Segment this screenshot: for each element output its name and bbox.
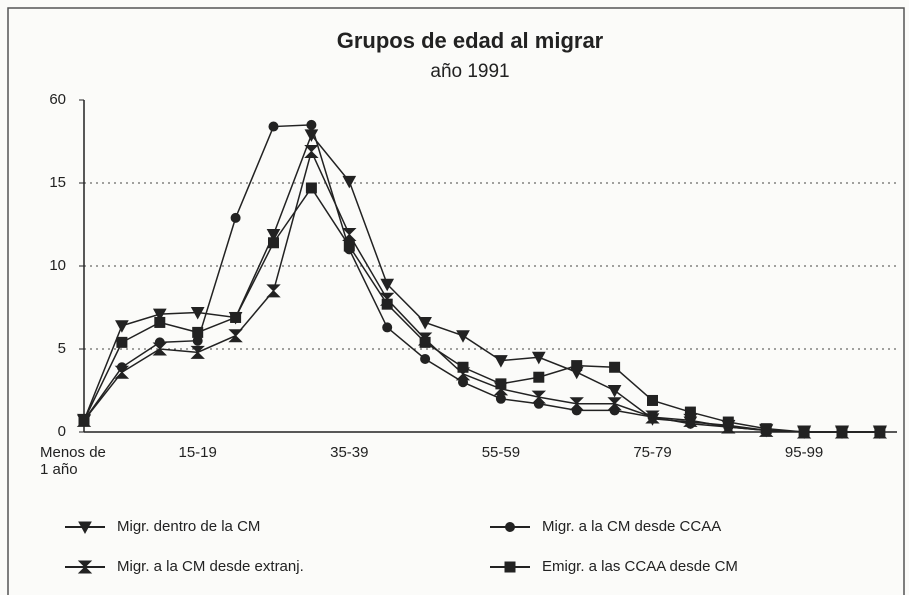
data-point bbox=[266, 228, 281, 242]
legend-label: Emigr. a las CCAA desde CM bbox=[542, 558, 738, 575]
data-point bbox=[380, 278, 395, 292]
data-point bbox=[798, 426, 810, 438]
data-point bbox=[836, 426, 848, 438]
data-point bbox=[343, 240, 355, 252]
data-point bbox=[78, 414, 90, 426]
data-point bbox=[268, 121, 279, 132]
series-line bbox=[83, 149, 880, 433]
x-tick-label: Menos de 1 año bbox=[40, 444, 106, 478]
legend-marker bbox=[77, 560, 93, 574]
data-point bbox=[531, 351, 546, 365]
series-line bbox=[83, 186, 880, 433]
data-point bbox=[190, 345, 205, 359]
data-point bbox=[382, 322, 393, 333]
data-point bbox=[152, 342, 168, 356]
data-point bbox=[533, 371, 545, 383]
data-point bbox=[266, 284, 281, 298]
data-point bbox=[494, 355, 508, 368]
data-point bbox=[645, 410, 660, 424]
chart-title: Grupos de edad al migrar bbox=[337, 28, 604, 53]
data-point bbox=[230, 311, 242, 323]
data-point bbox=[722, 416, 734, 428]
data-point bbox=[342, 175, 357, 189]
legend-label: Migr. a la CM desde extranj. bbox=[117, 558, 304, 575]
legend-marker bbox=[504, 561, 516, 573]
x-tick-label: 15-19 bbox=[178, 444, 217, 461]
data-point bbox=[569, 397, 584, 411]
data-point bbox=[418, 316, 432, 330]
data-point bbox=[230, 212, 241, 223]
chart-subtitle: año 1991 bbox=[430, 61, 509, 82]
data-point bbox=[607, 385, 622, 398]
data-point bbox=[571, 360, 583, 372]
legend-label: Migr. dentro de la CM bbox=[117, 518, 260, 535]
data-point bbox=[152, 308, 167, 322]
legend-label: Migr. a la CM desde CCAA bbox=[542, 518, 721, 535]
data-point bbox=[495, 378, 507, 390]
data-point bbox=[116, 336, 128, 348]
data-point bbox=[381, 298, 393, 310]
data-point bbox=[609, 361, 621, 373]
data-point bbox=[228, 329, 243, 343]
data-point bbox=[190, 306, 205, 320]
y-tick-label: 10 bbox=[49, 257, 66, 274]
x-tick-label: 95-99 bbox=[784, 444, 824, 461]
data-point bbox=[306, 119, 317, 130]
y-tick-label: 5 bbox=[58, 340, 66, 357]
data-point bbox=[684, 406, 696, 418]
legend-marker bbox=[505, 522, 515, 532]
y-tick-label: 60 bbox=[49, 91, 66, 108]
data-point bbox=[305, 182, 317, 194]
data-point bbox=[760, 423, 772, 435]
data-point bbox=[114, 365, 130, 379]
y-tick-label: 0 bbox=[58, 423, 66, 440]
y-tick-label: 15 bbox=[49, 174, 66, 191]
data-point bbox=[154, 316, 166, 328]
data-point bbox=[607, 397, 622, 411]
data-point bbox=[115, 320, 129, 333]
data-point bbox=[647, 394, 658, 406]
data-point bbox=[342, 227, 357, 241]
legend-marker bbox=[78, 521, 92, 535]
data-point bbox=[874, 426, 886, 438]
data-point bbox=[419, 336, 431, 348]
data-point bbox=[531, 390, 547, 404]
series-line bbox=[83, 133, 880, 433]
series-line bbox=[83, 124, 880, 433]
data-point bbox=[420, 353, 431, 364]
data-point bbox=[268, 237, 279, 249]
data-point bbox=[457, 361, 469, 373]
data-point bbox=[456, 330, 470, 343]
data-point bbox=[495, 393, 506, 404]
frame bbox=[7, 7, 905, 595]
data-point bbox=[192, 326, 204, 338]
data-point bbox=[304, 144, 319, 158]
x-tick-label: 75-79 bbox=[633, 444, 672, 461]
x-tick-label: 35-39 bbox=[330, 444, 369, 461]
x-tick-label: 55-59 bbox=[481, 444, 521, 461]
